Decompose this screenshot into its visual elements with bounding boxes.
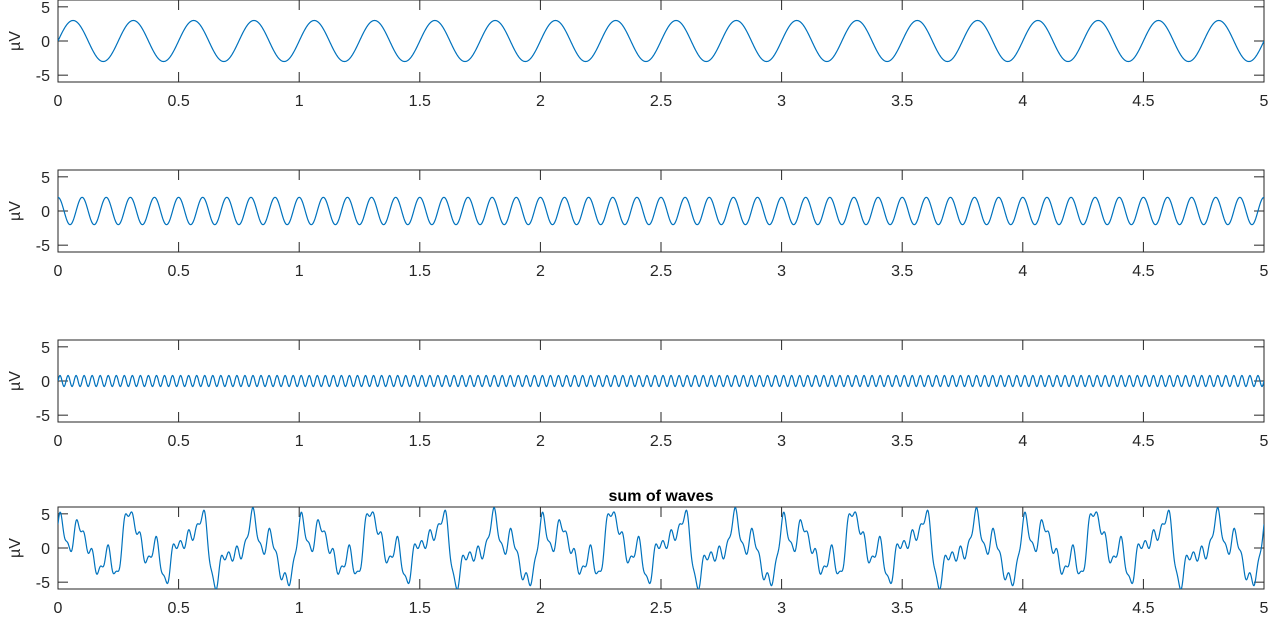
y-tick-label: -5 (36, 575, 50, 592)
x-tick-label: 1.5 (409, 93, 431, 110)
series-line (58, 19, 1264, 63)
x-tick-label: 5 (1260, 93, 1269, 110)
x-tick-label: 4.5 (1132, 93, 1154, 110)
x-tick-label: 1 (295, 600, 304, 617)
x-tick-label: 1.5 (409, 433, 431, 450)
x-tick-label: 3 (777, 263, 786, 280)
y-tick-label: 0 (41, 541, 50, 558)
series-line (58, 374, 1264, 388)
y-tick-label: -5 (36, 238, 50, 255)
x-tick-label: 0.5 (167, 93, 189, 110)
x-tick-label: 3.5 (891, 433, 913, 450)
x-tick-label: 2.5 (650, 263, 672, 280)
x-tick-label: 4.5 (1132, 263, 1154, 280)
y-tick-label: 0 (41, 204, 50, 221)
x-tick-label: 5 (1260, 600, 1269, 617)
x-tick-label: 4 (1018, 600, 1027, 617)
y-axis-label: µV (7, 31, 24, 51)
x-tick-label: 5 (1260, 433, 1269, 450)
x-tick-label: 3 (777, 433, 786, 450)
x-tick-label: 0.5 (167, 600, 189, 617)
x-tick-label: 3.5 (891, 600, 913, 617)
x-tick-label: 4 (1018, 263, 1027, 280)
y-tick-label: -5 (36, 408, 50, 425)
x-tick-label: 0.5 (167, 433, 189, 450)
y-tick-label: 0 (41, 34, 50, 51)
y-tick-label: 5 (41, 0, 50, 17)
x-tick-label: 3 (777, 600, 786, 617)
x-tick-label: 4.5 (1132, 433, 1154, 450)
x-tick-label: 0 (54, 263, 63, 280)
y-axis-label: µV (7, 201, 24, 221)
series-line (58, 507, 1264, 589)
x-tick-label: 4 (1018, 93, 1027, 110)
y-tick-label: 5 (41, 340, 50, 357)
x-tick-label: 0 (54, 93, 63, 110)
x-tick-label: 4.5 (1132, 600, 1154, 617)
y-tick-label: 5 (41, 170, 50, 187)
x-tick-label: 3.5 (891, 263, 913, 280)
axes-box (57, 169, 1265, 253)
x-tick-label: 2 (536, 93, 545, 110)
x-tick-label: 3.5 (891, 93, 913, 110)
axes-box (57, 506, 1265, 590)
x-tick-label: 2.5 (650, 433, 672, 450)
x-tick-label: 2.5 (650, 600, 672, 617)
x-tick-label: 1.5 (409, 600, 431, 617)
x-tick-label: 5 (1260, 263, 1269, 280)
x-tick-label: 0 (54, 600, 63, 617)
y-axis-label: µV (7, 538, 24, 558)
y-axis-label: µV (7, 371, 24, 391)
x-tick-label: 2 (536, 600, 545, 617)
x-tick-label: 1 (295, 263, 304, 280)
x-tick-label: 2.5 (650, 93, 672, 110)
x-tick-label: 3 (777, 93, 786, 110)
x-tick-label: 1 (295, 93, 304, 110)
y-tick-label: 5 (41, 507, 50, 524)
x-tick-label: 2 (536, 263, 545, 280)
x-tick-label: 2 (536, 433, 545, 450)
chart-title: sum of waves (609, 488, 714, 505)
x-tick-label: 0 (54, 433, 63, 450)
x-tick-label: 4 (1018, 433, 1027, 450)
series-line (58, 196, 1264, 226)
y-tick-label: 0 (41, 374, 50, 391)
y-tick-label: -5 (36, 68, 50, 85)
x-tick-label: 0.5 (167, 263, 189, 280)
x-tick-label: 1.5 (409, 263, 431, 280)
x-tick-label: 1 (295, 433, 304, 450)
